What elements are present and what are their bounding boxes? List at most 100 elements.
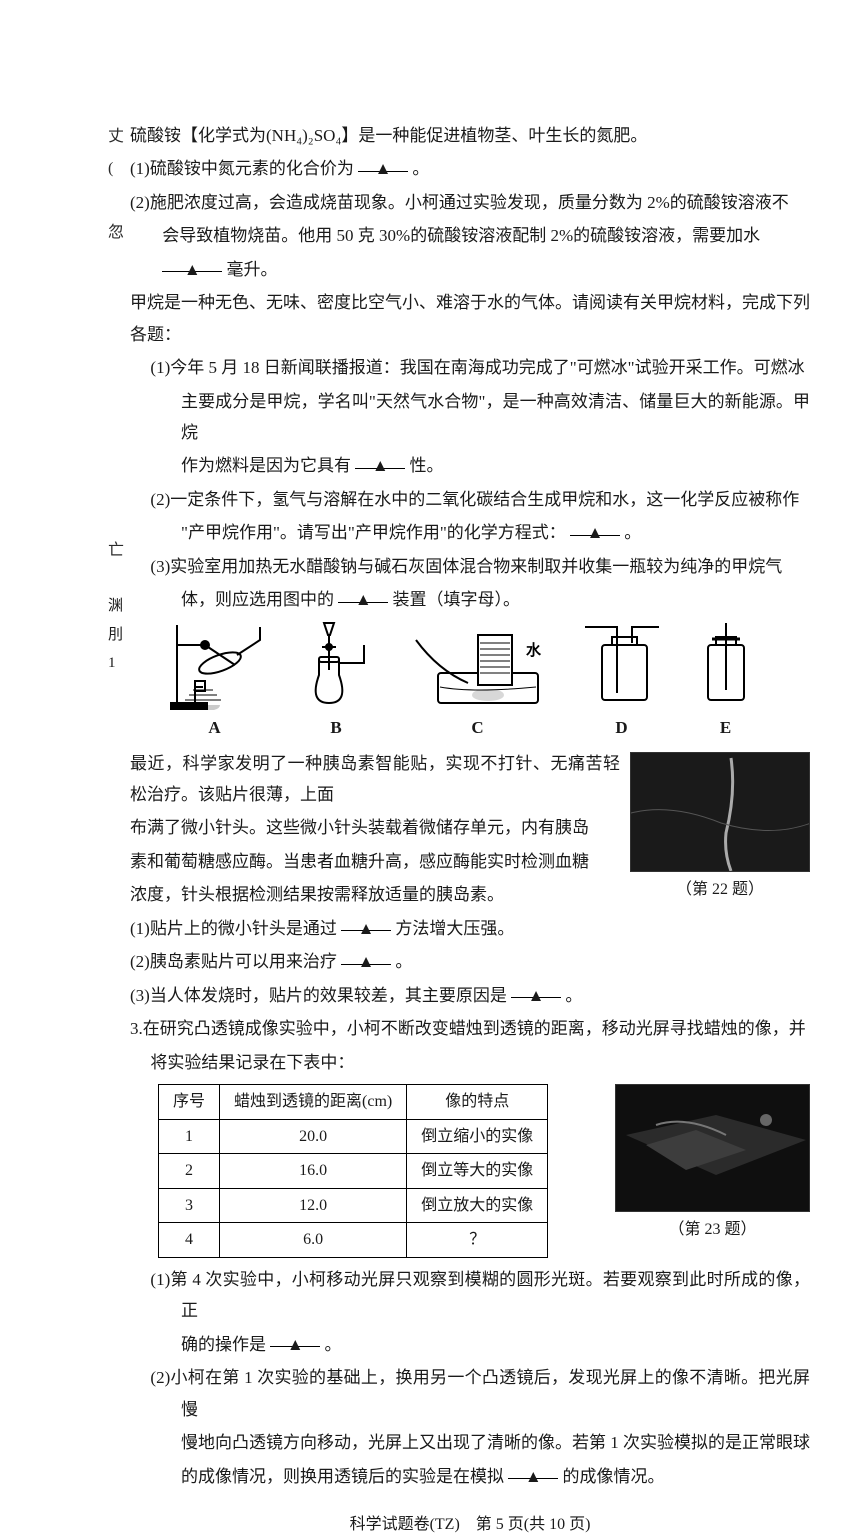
q21-p2-l2: "产甲烷作用"。请写出"产甲烷作用"的化学方程式： ▲ 。: [130, 517, 810, 548]
q21-p1-l2: 主要成分是甲烷，学名叫"天然气水合物"，是一种高效清洁、储量巨大的新能源。甲烷: [130, 386, 810, 449]
q22-p1: (1)贴片上的微小针头是通过 ▲ 方法增大压强。: [130, 913, 810, 944]
q23-figure: （第 23 题）: [615, 1084, 810, 1245]
margin-fragment: 丈: [108, 122, 124, 152]
q20-p2-line3: ▲ 毫升。: [130, 254, 810, 285]
table-header: 蜡烛到透镜的距离(cm): [220, 1084, 407, 1119]
apparatus-label: D: [615, 712, 627, 743]
q23-p1-l1: (1)第 4 次实验中，小柯移动光屏只观察到模糊的圆形光斑。若要观察到此时所成的…: [130, 1264, 810, 1327]
q20-p1-end: 。: [412, 159, 429, 178]
table-cell: 3: [159, 1188, 220, 1223]
apparatus-c-icon: 水: [408, 615, 548, 710]
q23-image: [615, 1084, 810, 1212]
table-cell: 倒立缩小的实像: [407, 1119, 548, 1154]
table-cell: 16.0: [220, 1154, 407, 1189]
text: 。: [325, 1335, 342, 1354]
apparatus-figure: A B: [150, 624, 770, 744]
q22-figure: （第 22 题）: [630, 752, 810, 905]
q21-p3-l2: 体，则应选用图中的 ▲ 装置（填字母）。: [130, 584, 810, 615]
q23-intro: 3.在研究凸透镜成像实验中，小柯不断改变蜡烛到透镜的距离，移动光屏寻找蜡烛的像，…: [130, 1013, 810, 1044]
answer-blank[interactable]: ▲: [341, 913, 391, 932]
apparatus-label: B: [330, 712, 341, 743]
text: 确的操作是: [181, 1335, 266, 1354]
table-cell: 6.0: [220, 1223, 407, 1258]
answer-blank[interactable]: ▲: [570, 517, 620, 536]
text: "产甲烷作用"。请写出"产甲烷作用"的化学方程式：: [181, 523, 566, 542]
apparatus-b: B: [294, 615, 379, 743]
table-cell: 1: [159, 1119, 220, 1154]
q23-p2-l2: 慢地向凸透镜方向移动，光屏上又出现了清晰的像。若第 1 次实验模拟的是正常眼球: [130, 1427, 810, 1458]
q23-caption: （第 23 题）: [615, 1215, 810, 1245]
text: 性。: [410, 456, 444, 475]
margin-fragment: (: [108, 154, 113, 184]
table-header-row: 序号 蜡烛到透镜的距离(cm) 像的特点: [159, 1084, 548, 1119]
q22-caption: （第 22 题）: [630, 875, 810, 905]
text: 的成像情况。: [563, 1467, 665, 1486]
answer-blank[interactable]: ▲: [355, 450, 405, 469]
apparatus-label: A: [208, 712, 220, 743]
margin-fragment: 忽: [108, 218, 124, 248]
q23-table: 序号 蜡烛到透镜的距离(cm) 像的特点 1 20.0 倒立缩小的实像 2 16…: [158, 1084, 548, 1258]
text: 装置（填字母）。: [393, 590, 521, 609]
q21-intro: 甲烷是一种无色、无味、密度比空气小、难溶于水的气体。请阅读有关甲烷材料，完成下列…: [130, 287, 810, 350]
table-row: 4 6.0 ？: [159, 1223, 548, 1258]
apparatus-label: C: [471, 712, 483, 743]
q23-intro2: 将实验结果记录在下表中：: [130, 1047, 810, 1078]
apparatus-a-icon: [165, 615, 265, 710]
apparatus-d: D: [577, 615, 667, 743]
q20-p1-text: (1)硫酸铵中氮元素的化合价为: [130, 159, 354, 178]
q21-p1-l1: (1)今年 5 月 18 日新闻联播报道：我国在南海成功完成了"可燃冰"试验开采…: [130, 352, 810, 383]
answer-blank[interactable]: ▲: [270, 1329, 320, 1348]
apparatus-c: 水 C: [408, 615, 548, 743]
q20-part1: (1)硫酸铵中氮元素的化合价为 ▲ 。: [130, 153, 810, 184]
text: 。: [624, 523, 641, 542]
apparatus-b-icon: [294, 615, 379, 710]
page-content: 硫酸铵【化学式为(NH₄)₂SO₄】是一种能促进植物茎、叶生长的氮肥。 (1)硫…: [130, 120, 810, 1540]
water-label: 水: [526, 641, 542, 659]
table-cell: 12.0: [220, 1188, 407, 1223]
text: (2)胰岛素贴片可以用来治疗: [130, 952, 337, 971]
q23-p2-l1: (2)小柯在第 1 次实验的基础上，换用另一个凸透镜后，发现光屏上的像不清晰。把…: [130, 1362, 810, 1425]
table-cell: 2: [159, 1154, 220, 1189]
table-cell: ？: [407, 1223, 548, 1258]
table-cell: 4: [159, 1223, 220, 1258]
table-header: 像的特点: [407, 1084, 548, 1119]
apparatus-a: A: [165, 615, 265, 743]
q20-intro: 硫酸铵【化学式为(NH₄)₂SO₄】是一种能促进植物茎、叶生长的氮肥。: [130, 120, 810, 151]
margin-fragment: 亡: [108, 536, 124, 566]
q21-p1-l3: 作为燃料是因为它具有 ▲ 性。: [130, 450, 810, 481]
table-cell: 倒立等大的实像: [407, 1154, 548, 1189]
table-row: 2 16.0 倒立等大的实像: [159, 1154, 548, 1189]
q21-p3-l1: (3)实验室用加热无水醋酸钠与碱石灰固体混合物来制取并收集一瓶较为纯净的甲烷气: [130, 551, 810, 582]
text: 。: [395, 952, 412, 971]
text: 方法增大压强。: [395, 919, 514, 938]
text: (1)贴片上的微小针头是通过: [130, 919, 337, 938]
page-footer: 科学试题卷(TZ) 第 5 页(共 10 页): [130, 1510, 810, 1540]
q22-p3: (3)当人体发烧时，贴片的效果较差，其主要原因是 ▲ 。: [130, 980, 810, 1011]
text: 在研究凸透镜成像实验中，小柯不断改变蜡烛到透镜的距离，移动光屏寻找蜡烛的像，并: [143, 1019, 806, 1038]
table-row: 1 20.0 倒立缩小的实像: [159, 1119, 548, 1154]
q23-p1-l2: 确的操作是 ▲ 。: [130, 1329, 810, 1360]
q23-p2-l3: 的成像情况，则换用透镜后的实验是在模拟 ▲ 的成像情况。: [130, 1461, 810, 1492]
answer-blank[interactable]: ▲: [162, 254, 222, 273]
text: 体，则应选用图中的: [181, 590, 334, 609]
answer-blank[interactable]: ▲: [358, 153, 408, 172]
answer-blank[interactable]: ▲: [338, 584, 388, 603]
q20-p2-line2: 会导致植物烧苗。他用 50 克 30%的硫酸铵溶液配制 2%的硫酸铵溶液，需要加…: [130, 220, 810, 251]
table-row: 3 12.0 倒立放大的实像: [159, 1188, 548, 1223]
answer-blank[interactable]: ▲: [508, 1461, 558, 1480]
margin-fragments: 渊 刖 1: [108, 592, 123, 678]
table-cell: 20.0: [220, 1119, 407, 1154]
text: 作为燃料是因为它具有: [181, 456, 351, 475]
q23-num: 3.: [130, 1019, 143, 1038]
q20-p2c: 毫升。: [227, 260, 278, 279]
apparatus-e: E: [696, 615, 756, 743]
text: (3)当人体发烧时，贴片的效果较差，其主要原因是: [130, 986, 507, 1005]
apparatus-label: E: [720, 712, 731, 743]
answer-blank[interactable]: ▲: [341, 946, 391, 965]
q22-p2: (2)胰岛素贴片可以用来治疗 ▲ 。: [130, 946, 810, 977]
answer-blank[interactable]: ▲: [511, 980, 561, 999]
apparatus-d-icon: [577, 615, 667, 710]
text: 。: [565, 986, 582, 1005]
table-header: 序号: [159, 1084, 220, 1119]
q21-p2-l1: (2)一定条件下，氢气与溶解在水中的二氧化碳结合生成甲烷和水，这一化学反应被称作: [130, 484, 810, 515]
